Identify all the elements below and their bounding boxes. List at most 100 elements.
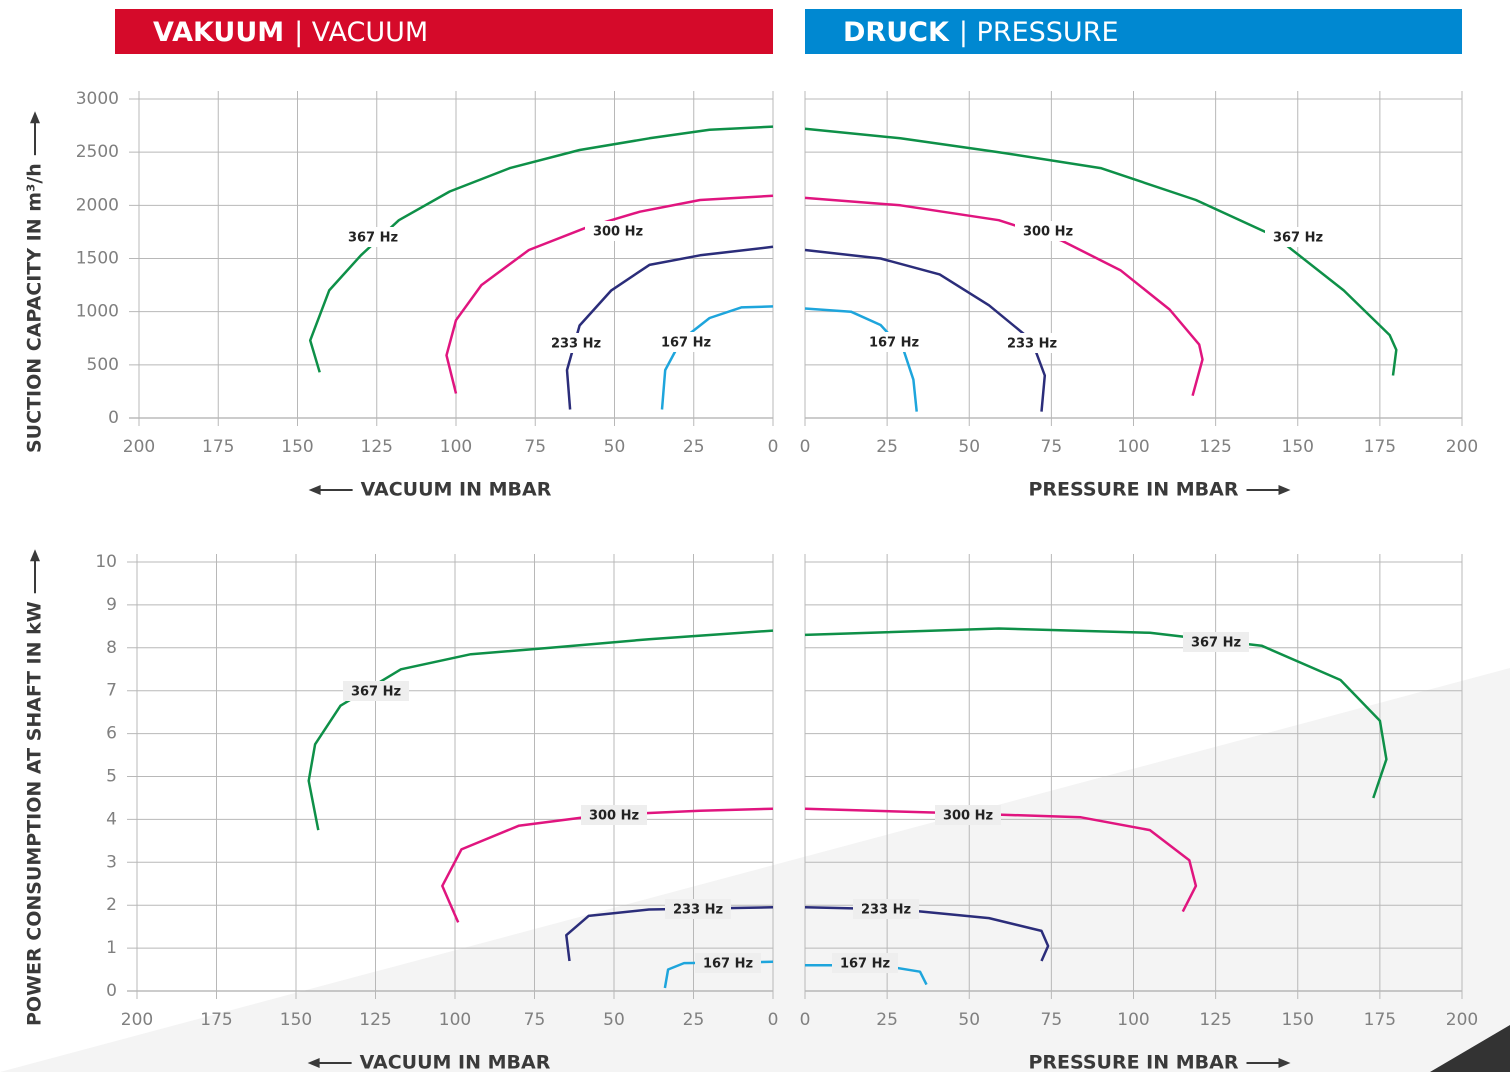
curve-label-box [853, 899, 919, 919]
curve-label-box [543, 333, 609, 353]
curve [307, 629, 774, 831]
curve-label: 367 Hz [351, 685, 401, 700]
x-tick-label: 200 [123, 437, 155, 457]
curve-label-box [935, 805, 1001, 825]
curve [804, 307, 918, 412]
x-tick-label: 75 [1041, 437, 1063, 457]
x-tick-label: 200 [1446, 437, 1478, 457]
x-tick-label: 50 [603, 1010, 625, 1030]
x-tick-label: 25 [683, 437, 705, 457]
x-axis-label: VACUUM IN MBAR [360, 1052, 551, 1072]
curve [804, 248, 1047, 412]
curve-label: 300 Hz [593, 225, 643, 240]
y-tick-label: 1500 [76, 249, 119, 269]
curve-label: 167 Hz [661, 336, 711, 351]
curve-label: 300 Hz [589, 809, 639, 824]
curve-label: 167 Hz [869, 336, 919, 351]
curve-label-box [1265, 227, 1331, 247]
curve-label-box [581, 805, 647, 825]
x-tick-label: 50 [958, 437, 980, 457]
curve [804, 196, 1204, 397]
curve-label: 233 Hz [551, 337, 601, 352]
curve-label: 367 Hz [348, 231, 398, 246]
x-tick-label: 125 [1199, 1010, 1231, 1030]
x-tick-label: 0 [800, 437, 811, 457]
curve-label: 367 Hz [1273, 231, 1323, 246]
header-light: | PRESSURE [959, 17, 1119, 48]
y-axis-label: SUCTION CAPACITY IN m³/h [24, 163, 46, 453]
x-tick-label: 150 [280, 1010, 312, 1030]
x-tick-label: 175 [1364, 437, 1396, 457]
y-tick-label: 0 [108, 408, 119, 428]
x-tick-label: 0 [800, 1010, 811, 1030]
curve [804, 627, 1388, 799]
y-tick-label: 5 [106, 767, 117, 787]
curve-label-box [1015, 221, 1081, 241]
x-tick-label: 125 [1199, 437, 1231, 457]
curve-label-box [665, 899, 731, 919]
curve-label-box [695, 953, 761, 973]
curve-label-box [999, 333, 1065, 353]
y-tick-label: 8 [106, 638, 117, 658]
curve-label-box [861, 332, 927, 352]
y-tick-label: 7 [106, 681, 117, 701]
x-tick-label: 25 [876, 1010, 898, 1030]
x-tick-label: 100 [1117, 1010, 1149, 1030]
header-title: VAKUUM | VACUUM [153, 17, 428, 48]
curve-label: 300 Hz [1023, 225, 1073, 240]
curve [308, 125, 774, 373]
header-bold: DRUCK [843, 17, 950, 48]
y-tick-label: 500 [87, 355, 119, 375]
x-tick-label: 25 [683, 1010, 705, 1030]
axis-arrow-head [30, 111, 40, 124]
x-tick-label: 175 [1364, 1010, 1396, 1030]
y-tick-label: 6 [106, 724, 117, 744]
x-tick-label: 150 [281, 437, 313, 457]
x-tick-label: 50 [958, 1010, 980, 1030]
x-axis-label: PRESSURE IN MBAR [1028, 479, 1238, 501]
x-axis-label: VACUUM IN MBAR [361, 479, 552, 501]
curve-label: 367 Hz [1191, 636, 1241, 651]
curve [660, 305, 774, 410]
y-tick-label: 2500 [76, 142, 119, 162]
curve-label: 167 Hz [703, 957, 753, 972]
x-tick-label: 200 [121, 1010, 153, 1030]
curve-label: 300 Hz [943, 809, 993, 824]
x-tick-label: 125 [359, 1010, 391, 1030]
x-tick-label: 100 [439, 1010, 471, 1030]
curve-label: 233 Hz [673, 903, 723, 918]
y-axis-label: POWER CONSUMPTION AT SHAFT IN kW [24, 601, 46, 1026]
curve-label-box [585, 221, 651, 241]
curve [441, 807, 774, 923]
y-tick-label: 0 [106, 981, 117, 1001]
x-tick-label: 75 [524, 1010, 546, 1030]
curve [445, 194, 774, 394]
x-tick-label: 75 [524, 437, 546, 457]
x-tick-label: 150 [1282, 437, 1314, 457]
curve-label: 233 Hz [1007, 337, 1057, 352]
corner-shape [1430, 1025, 1510, 1072]
x-tick-label: 0 [768, 1010, 779, 1030]
x-tick-label: 175 [202, 437, 234, 457]
curve [565, 245, 774, 410]
curve-label-box [653, 332, 719, 352]
curve [804, 127, 1398, 376]
y-tick-label: 2 [106, 895, 117, 915]
curve-label-box [1183, 632, 1249, 652]
header-bar [115, 9, 773, 54]
curve-label-box [832, 953, 898, 973]
y-tick-label: 9 [106, 595, 117, 615]
x-tick-label: 25 [876, 437, 898, 457]
curve-label-box [340, 227, 406, 247]
x-tick-label: 50 [604, 437, 626, 457]
curve-label-box [343, 681, 409, 701]
x-tick-label: 100 [1117, 437, 1149, 457]
x-axis-label: PRESSURE IN MBAR [1028, 1052, 1238, 1072]
background-shape [0, 668, 1510, 1072]
axis-arrow-head [307, 1058, 320, 1068]
axis-arrow-head [30, 549, 40, 562]
axis-arrow-head [308, 485, 321, 495]
y-tick-label: 3 [106, 852, 117, 872]
y-tick-label: 4 [106, 809, 117, 829]
